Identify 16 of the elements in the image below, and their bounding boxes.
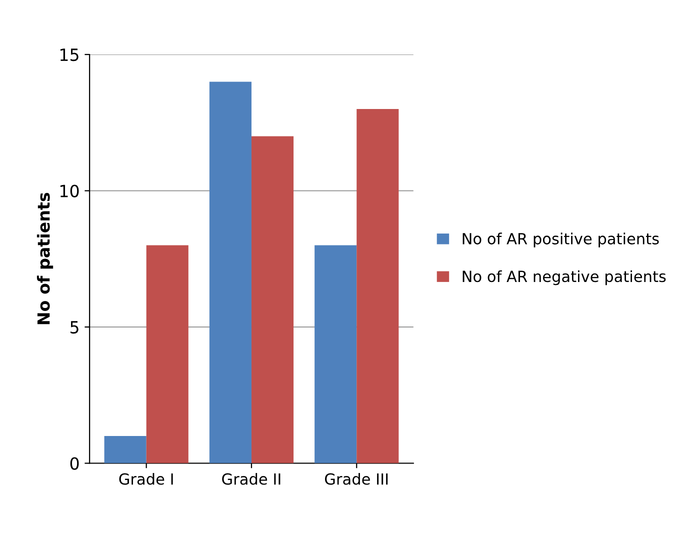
bar: [251, 136, 294, 464]
bar: [104, 436, 146, 464]
y-tick-label: 15: [60, 48, 78, 62]
bar: [146, 245, 188, 464]
legend-label: No of AR negative patients: [462, 270, 666, 286]
bar: [209, 82, 252, 464]
legend-label: No of AR positive patients: [462, 232, 659, 248]
y-tick-label: 10: [60, 184, 79, 198]
x-tick-label: Grade III: [325, 472, 388, 485]
bar: [356, 109, 399, 464]
y-axis-title: No of patients: [36, 192, 54, 324]
x-tick-label: Grade II: [222, 472, 280, 485]
x-tick-label: Grade I: [119, 472, 173, 485]
y-tick-label: 5: [70, 321, 78, 334]
y-tick-label: 0: [70, 457, 79, 470]
bar: [314, 245, 357, 464]
